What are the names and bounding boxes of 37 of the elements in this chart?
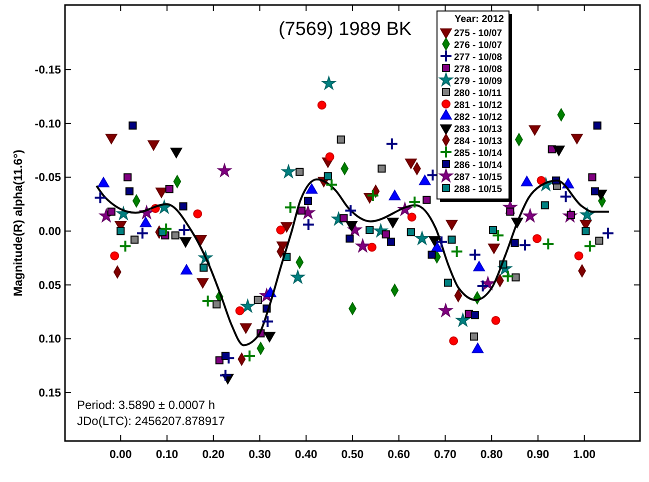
legend-label: 276 - 10/07	[454, 40, 502, 51]
x-tick-label: 0.20	[202, 449, 225, 461]
legend-label: 287 - 10/15	[454, 172, 503, 183]
x-tick-label: 0.10	[156, 449, 178, 461]
x-tick-label: 0.70	[434, 449, 456, 461]
legend-label: 281 - 10/12	[454, 100, 502, 111]
annotation: JDo(LTC): 2456207.878917	[77, 414, 226, 428]
x-tick-label: 0.60	[388, 449, 410, 461]
legend-label: 275 - 10/07	[454, 28, 502, 39]
legend-label: 288 - 10/15	[454, 184, 503, 195]
legend-title: Year: 2012	[454, 14, 504, 25]
y-axis-title: Magnitude(R) alpha(11.6°)	[11, 150, 25, 296]
x-tick-label: 0.40	[294, 449, 318, 461]
y-tick-label: 0.15	[38, 388, 62, 400]
legend-label: 283 - 10/13	[454, 124, 502, 135]
x-tick-label: 0.50	[341, 449, 364, 461]
y-tick-label: 0.10	[38, 334, 61, 346]
y-tick-label: -0.05	[34, 172, 62, 184]
legend-label: 282 - 10/12	[454, 112, 502, 123]
annotation: Period: 3.5890 ± 0.0007 h	[77, 398, 216, 412]
x-tick-label: 0.30	[248, 449, 271, 461]
x-tick-label: 1.00	[573, 449, 596, 461]
y-tick-label: 0.00	[38, 226, 61, 238]
y-tick-label: 0.05	[38, 280, 62, 292]
legend-label: 284 - 10/13	[454, 136, 502, 147]
legend-label: 277 - 10/08	[454, 52, 502, 63]
legend-label: 278 - 10/08	[454, 64, 502, 75]
legend-label: 286 - 10/14	[454, 160, 503, 171]
x-tick-label: 0.00	[109, 449, 132, 461]
x-tick-label: 0.90	[526, 449, 550, 461]
legend-label: 279 - 10/09	[454, 76, 502, 87]
text: (7569) 1989 BK	[278, 19, 412, 40]
y-tick-label: -0.10	[34, 118, 61, 130]
legend-label: 285 - 10/14	[454, 148, 503, 159]
legend-label: 280 - 10/11	[454, 88, 502, 99]
x-tick-label: 0.80	[480, 449, 503, 461]
y-tick-label: -0.15	[34, 64, 62, 77]
